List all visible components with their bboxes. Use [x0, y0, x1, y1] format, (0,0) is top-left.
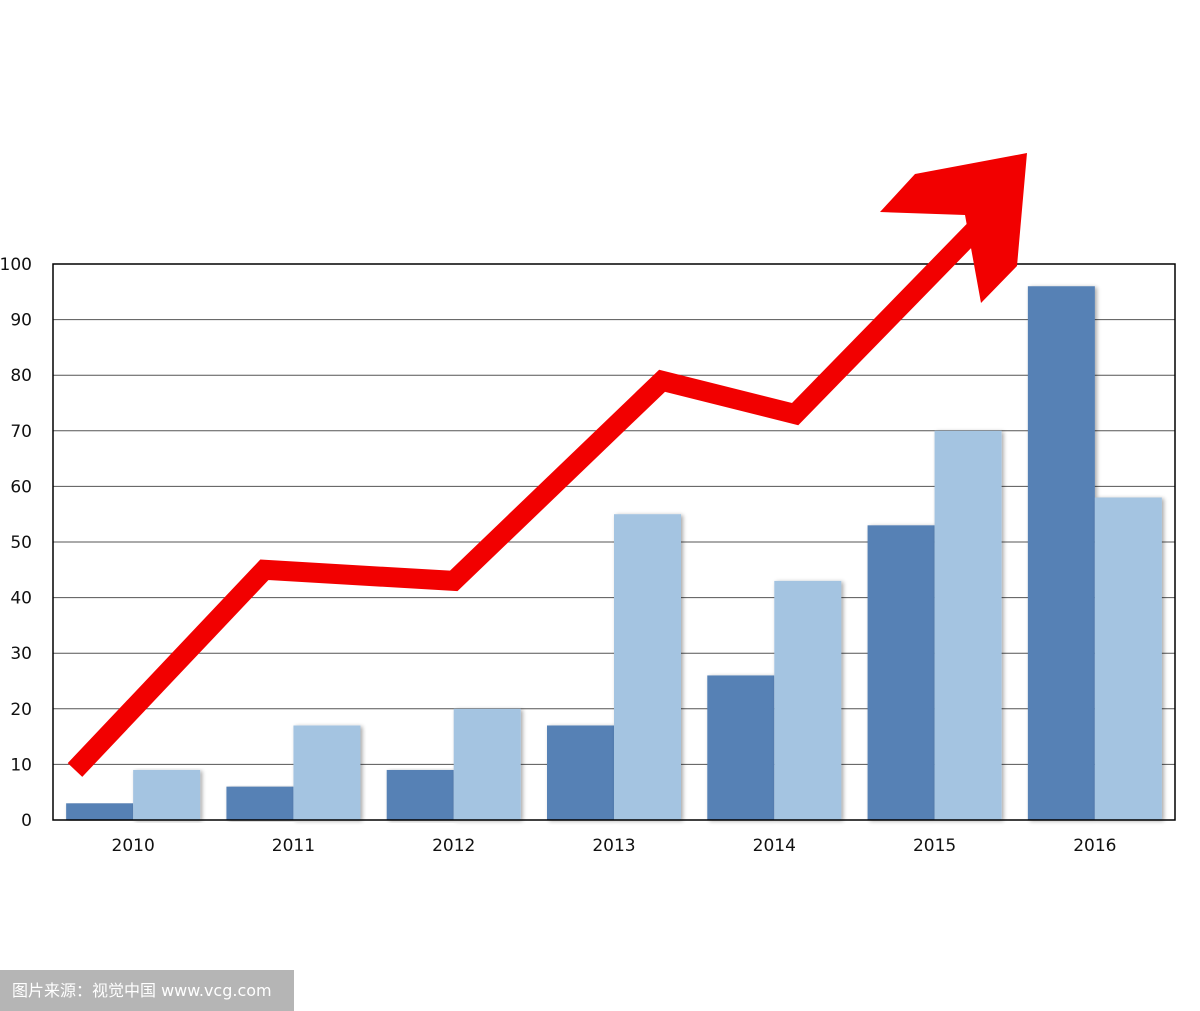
y-tick-label: 10: [10, 755, 32, 775]
trend-arrow-shaft: [67, 212, 993, 777]
bar-2010-series-1: [66, 803, 134, 820]
y-tick-label: 40: [10, 589, 32, 609]
y-tick-label: 80: [10, 366, 32, 386]
bar-2012-series-2: [453, 708, 521, 820]
x-tick-label: 2012: [432, 836, 475, 856]
x-tick-label: 2011: [272, 836, 315, 856]
y-tick-label: 100: [0, 255, 32, 275]
bar-2016-series-2: [1094, 497, 1162, 820]
x-tick-label: 2016: [1073, 836, 1116, 856]
y-tick-label: 30: [10, 644, 32, 664]
bar-2013-series-2: [614, 514, 681, 820]
bar-2013-series-1: [547, 725, 614, 820]
bar-2015-series-2: [934, 430, 1002, 820]
y-tick-label: 60: [10, 477, 32, 497]
y-tick-label: 0: [21, 811, 32, 831]
plot-frame: [52, 263, 1176, 821]
x-tick-label: 2014: [753, 836, 796, 856]
bar-2011-series-2: [293, 725, 361, 820]
bar-2015-series-1: [867, 525, 935, 820]
y-tick-label: 20: [10, 700, 32, 720]
bars: [66, 286, 1162, 820]
bar-2010-series-2: [133, 769, 201, 820]
bar-2011-series-1: [226, 786, 294, 820]
bar-2014-series-1: [707, 675, 775, 820]
bar-2012-series-1: [386, 769, 454, 820]
trend-arrow-head: [880, 153, 1027, 303]
x-tick-label: 2013: [592, 836, 635, 856]
y-tick-label: 90: [10, 311, 32, 331]
y-axis-ticks: 0 10 20 30 40 50 60 70 80 90 100: [0, 255, 32, 831]
x-axis-ticks: 2010 2011 2012 2013 2014 2015 2016: [112, 836, 1117, 856]
watermark: 图片来源：视觉中国 www.vcg.com: [0, 970, 294, 1011]
bar-2014-series-2: [774, 580, 842, 820]
trend-arrow: [67, 153, 1027, 777]
y-tick-label: 50: [10, 533, 32, 553]
y-tick-label: 70: [10, 422, 32, 442]
bar-2016-series-1: [1027, 286, 1095, 820]
x-tick-label: 2010: [112, 836, 155, 856]
x-tick-label: 2015: [913, 836, 956, 856]
